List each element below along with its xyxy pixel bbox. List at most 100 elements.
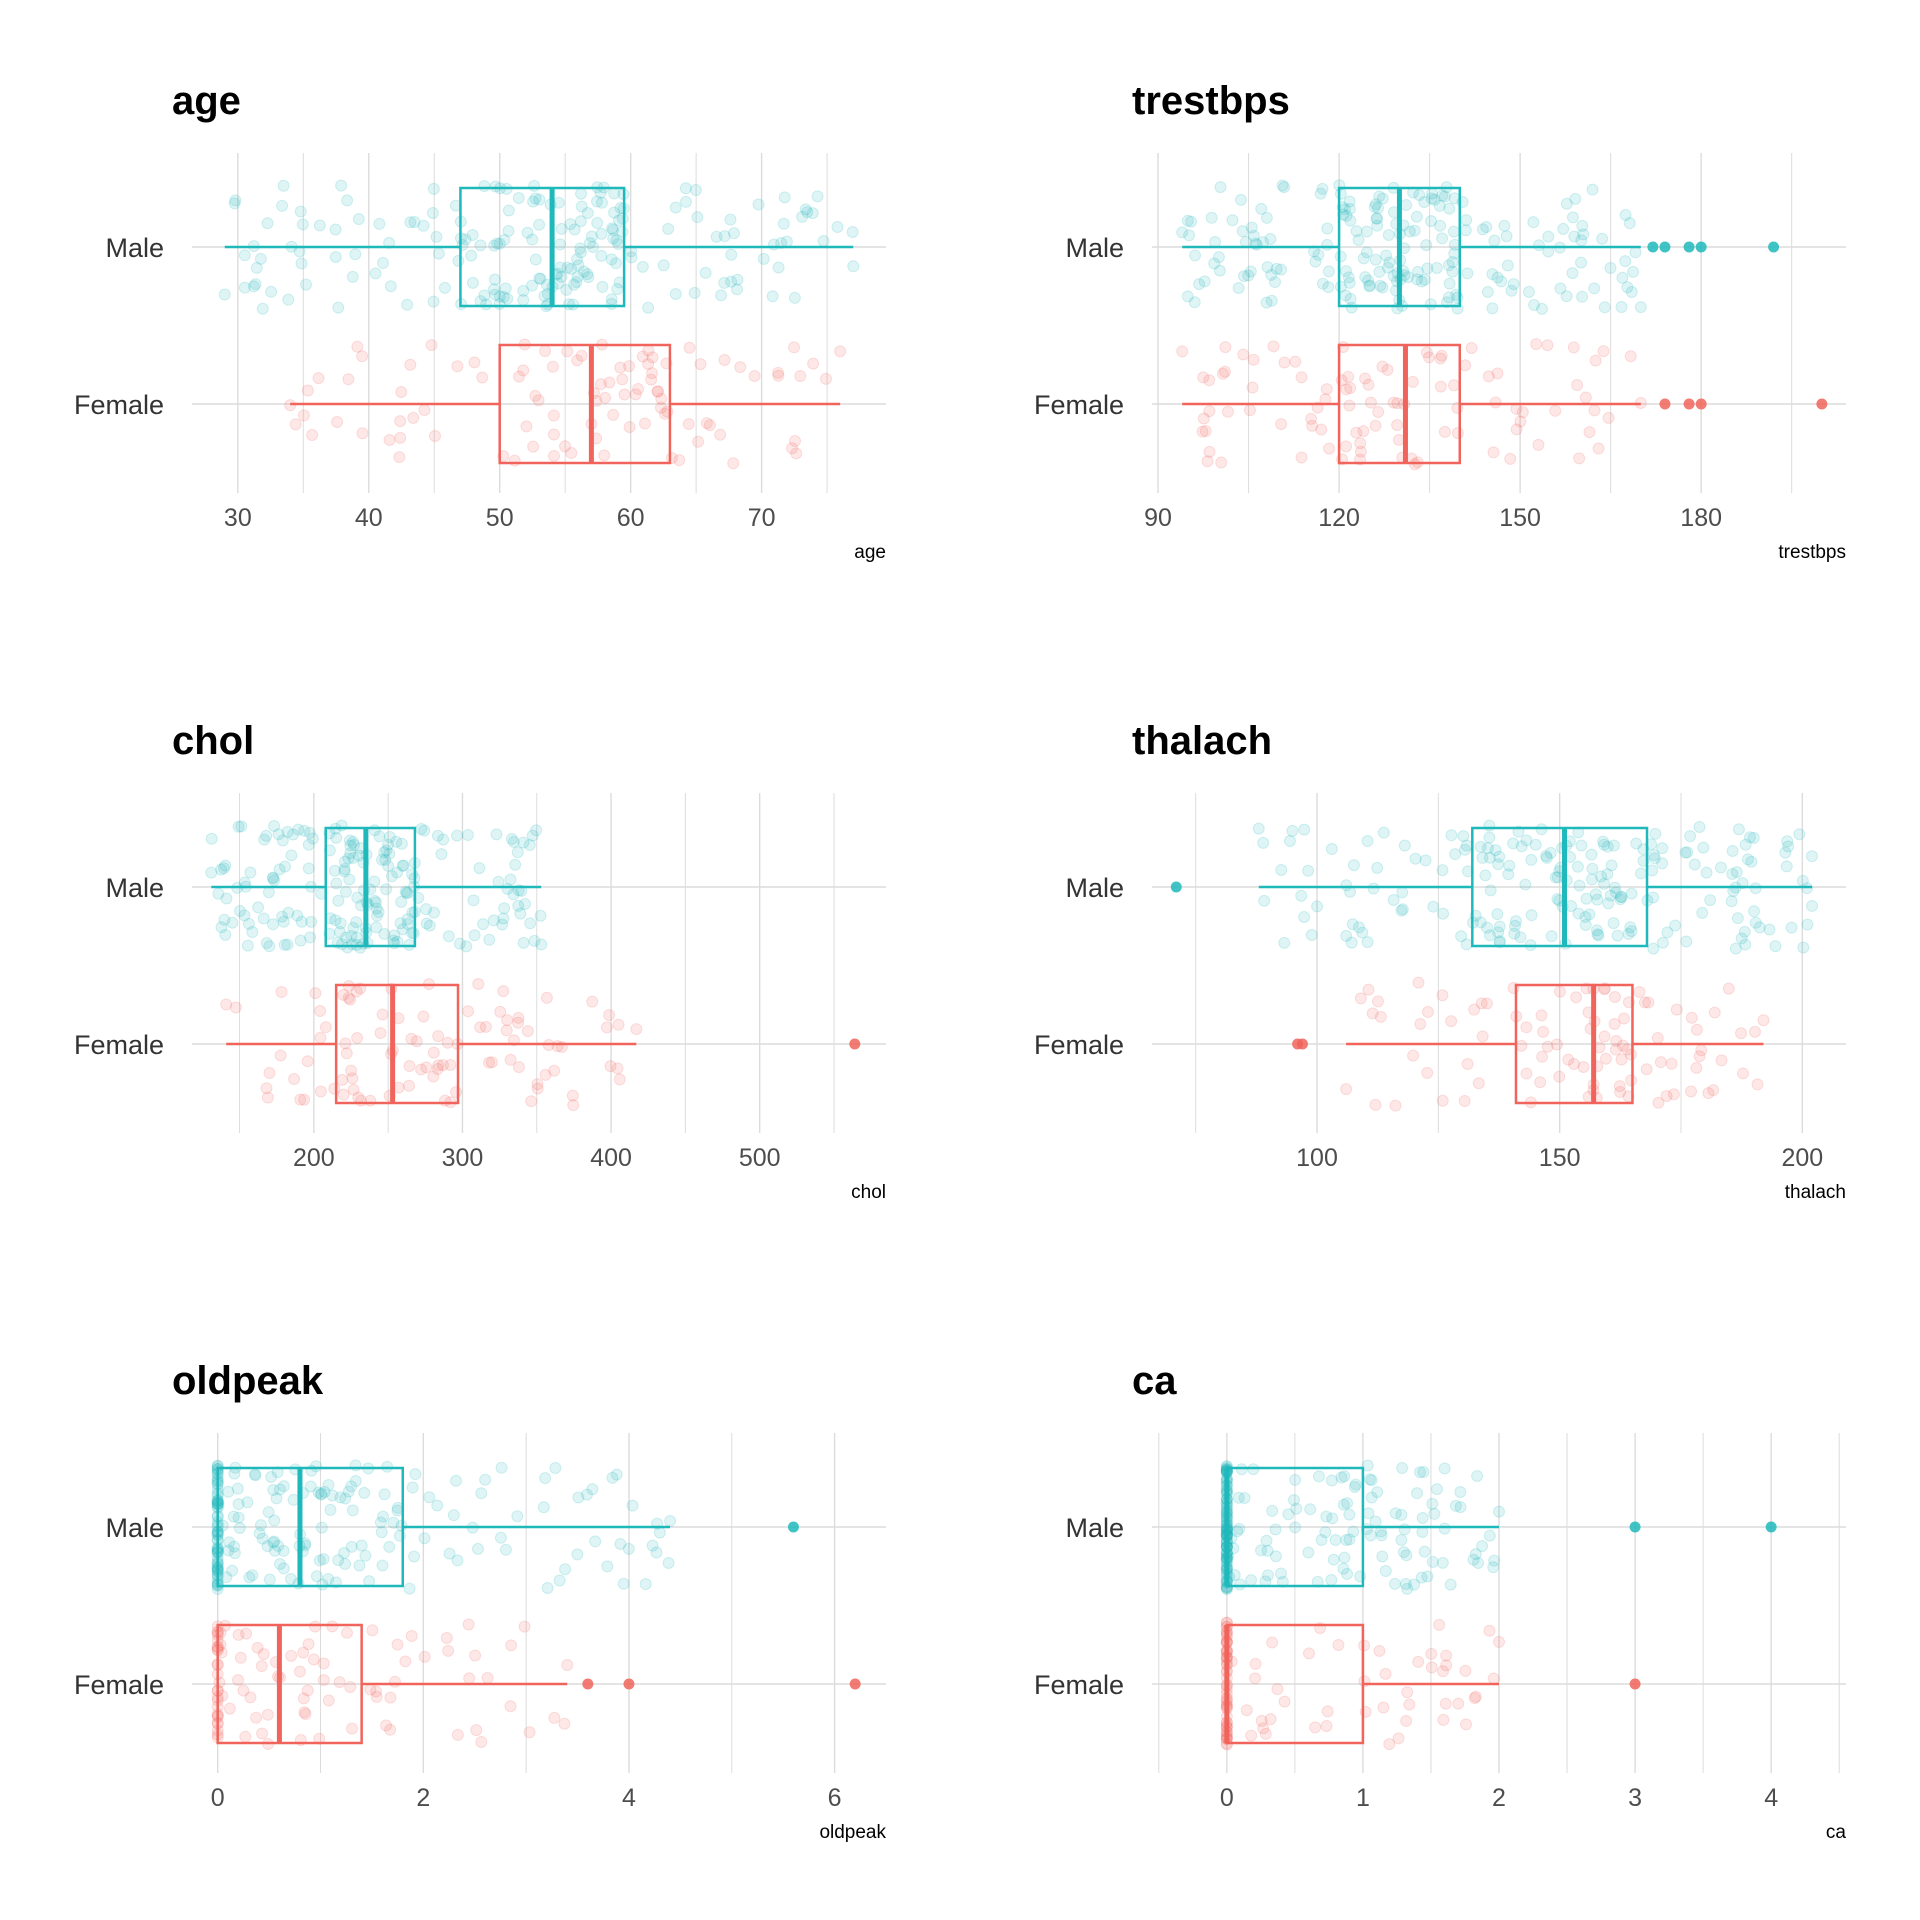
- jitter-point: [383, 433, 396, 446]
- jitter-point: [1255, 1714, 1268, 1727]
- box-male: [218, 179, 860, 315]
- jitter-point: [1493, 1635, 1505, 1648]
- jitter-point: [315, 1521, 328, 1534]
- jitter-point: [1376, 192, 1389, 205]
- jitter-point: [378, 1488, 391, 1501]
- jitter-point: [338, 855, 351, 868]
- jitter-point: [415, 1063, 428, 1076]
- jitter-point: [1483, 831, 1496, 844]
- jitter-point: [1232, 281, 1245, 294]
- jitter-point: [257, 1648, 270, 1661]
- jitter-point: [382, 838, 395, 851]
- jitter-point: [451, 1728, 464, 1741]
- jitter-point: [1488, 1554, 1501, 1567]
- jitter-point: [1185, 215, 1198, 228]
- jitter-point: [1295, 889, 1308, 902]
- jitter-point: [1335, 374, 1348, 387]
- box-male: [1170, 819, 1819, 955]
- jitter-point: [1373, 1644, 1386, 1657]
- jitter-point: [1576, 219, 1589, 232]
- jitter-point: [1480, 221, 1493, 234]
- jitter-point: [212, 887, 225, 900]
- jitter-point: [1357, 425, 1370, 438]
- jitter-point: [1436, 864, 1449, 877]
- jitter-point: [1237, 348, 1250, 361]
- jitter-point: [591, 195, 604, 208]
- jitter-point: [1266, 1636, 1279, 1649]
- jitter-point: [1247, 353, 1260, 366]
- jitter-point: [335, 819, 348, 832]
- jitter-point: [1349, 1478, 1362, 1491]
- jitter-point: [1362, 983, 1375, 996]
- jitter-point: [1483, 851, 1496, 864]
- jitter-point: [394, 431, 407, 444]
- outlier-point: [1683, 241, 1695, 253]
- jitter-point: [1745, 855, 1758, 868]
- jitter-point: [475, 1487, 488, 1500]
- jitter-point: [383, 847, 396, 860]
- jitter-point: [1364, 1529, 1377, 1542]
- jitter-point: [1377, 826, 1390, 839]
- jitter-point: [1371, 212, 1384, 225]
- jitter-point: [1520, 1067, 1533, 1080]
- jitter-point: [435, 848, 448, 861]
- jitter-point: [1265, 294, 1278, 307]
- jitter-point: [1459, 224, 1472, 237]
- jitter-point: [1550, 1038, 1563, 1051]
- jitter-point: [531, 1078, 544, 1091]
- jitter-point: [278, 938, 291, 951]
- jitter-point: [1379, 1564, 1392, 1577]
- jitter-point: [1370, 212, 1383, 225]
- jitter-point: [1451, 302, 1464, 315]
- jitter-point: [430, 230, 443, 243]
- jitter-point: [501, 1014, 514, 1027]
- jitter-point: [442, 930, 455, 943]
- jitter-point: [1176, 345, 1189, 358]
- outlier-point: [582, 1678, 594, 1690]
- jitter-point: [1459, 843, 1472, 856]
- jitter-point: [417, 219, 430, 232]
- jitter-point: [1213, 264, 1226, 277]
- jitter-point: [714, 428, 727, 441]
- jitter-point: [313, 1732, 326, 1745]
- jitter-point: [1492, 858, 1505, 871]
- jitter-point: [235, 820, 248, 833]
- jitter-point: [586, 995, 599, 1008]
- x-axis-label: oldpeak: [819, 1822, 886, 1843]
- jitter-point: [1347, 859, 1360, 872]
- jitter-point: [219, 859, 232, 872]
- jitter-point: [1312, 1470, 1325, 1483]
- jitter-point: [1343, 1508, 1356, 1521]
- jitter-point: [587, 240, 600, 253]
- jitter-point: [460, 940, 473, 953]
- jitter-point: [599, 391, 612, 404]
- jitter-point: [788, 434, 801, 447]
- jitter-point: [302, 838, 315, 851]
- jitter-point: [1520, 1021, 1533, 1034]
- jitter-point: [1796, 874, 1809, 887]
- tick-label: 50: [486, 504, 514, 532]
- jitter-point: [268, 1535, 281, 1548]
- jitter-point: [431, 1499, 444, 1512]
- jitter-point: [233, 1521, 246, 1534]
- tick-label: 4: [1764, 1784, 1778, 1812]
- jitter-point: [1332, 1638, 1345, 1651]
- jitter-point: [343, 834, 356, 847]
- jitter-point: [481, 1671, 494, 1684]
- jitter-point: [340, 931, 353, 944]
- outlier-point: [1629, 1521, 1641, 1533]
- jitter-point: [564, 218, 577, 231]
- jitter-point: [1454, 1485, 1467, 1498]
- jitter-point: [1537, 1025, 1550, 1038]
- jitter-point: [1498, 219, 1511, 232]
- jitter-point: [1609, 886, 1622, 899]
- jitter-point: [394, 917, 407, 930]
- box-female: [284, 338, 847, 470]
- jitter-point: [1465, 342, 1478, 355]
- jitter-point: [417, 1010, 430, 1023]
- jitter-point: [1409, 852, 1422, 865]
- jitter-point: [1275, 418, 1288, 431]
- jitter-point: [285, 849, 298, 862]
- jitter-point: [1201, 455, 1214, 468]
- jitter-point: [447, 1509, 460, 1522]
